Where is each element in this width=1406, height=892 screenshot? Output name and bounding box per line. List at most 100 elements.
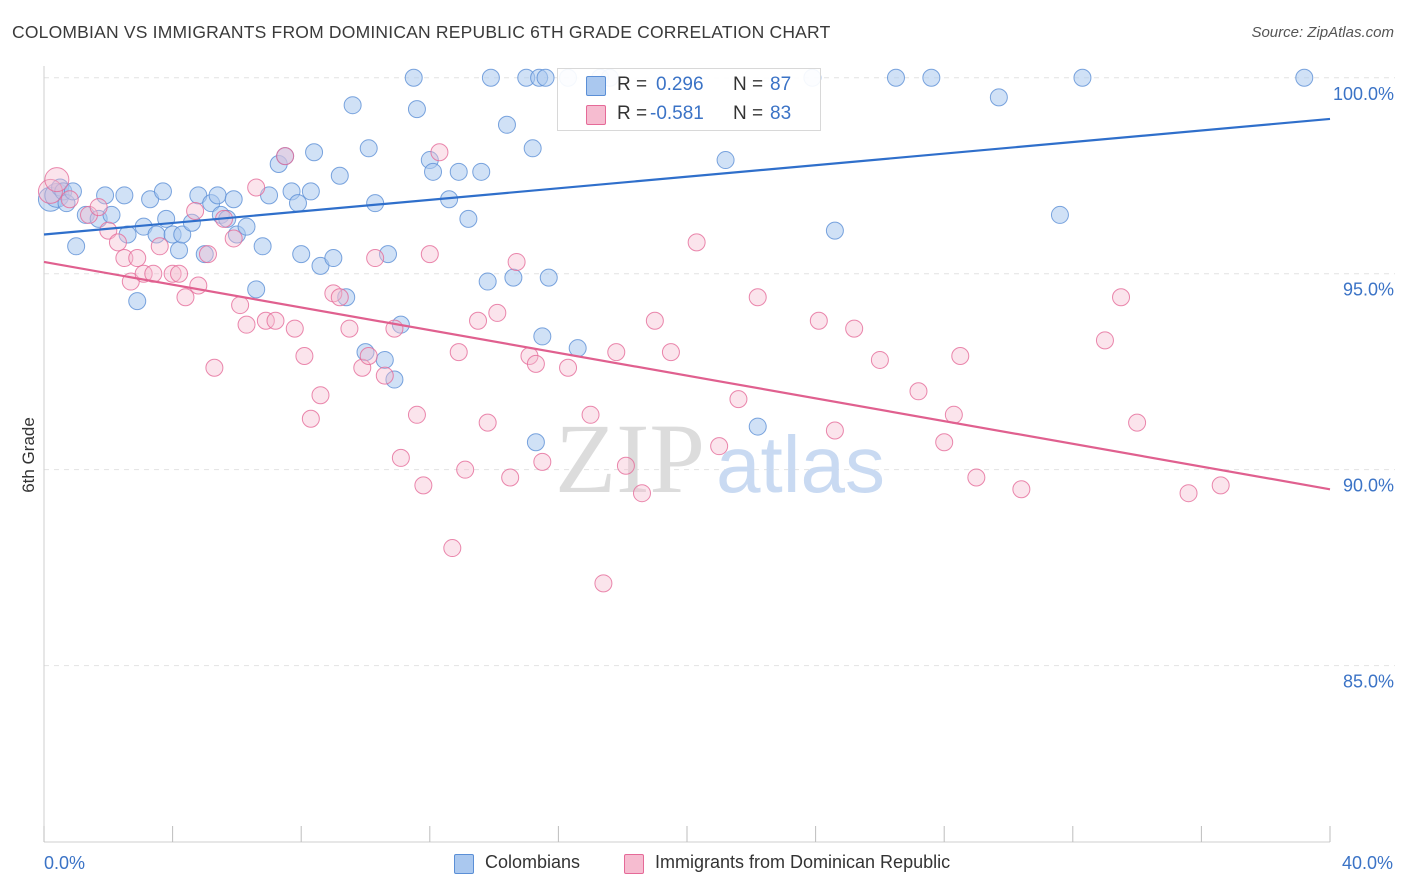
dominican-point xyxy=(186,202,205,221)
y-axis-title: 6th Grade xyxy=(19,417,38,493)
colombian-point xyxy=(115,186,134,205)
n-value: 87 xyxy=(770,74,792,95)
dominican-point xyxy=(189,276,208,295)
dominican-point xyxy=(710,437,729,456)
dominican-point xyxy=(340,319,359,338)
colombian-point xyxy=(288,194,307,213)
dominican-point xyxy=(89,198,108,217)
dominican-point xyxy=(581,405,600,424)
dominican-point xyxy=(80,205,99,224)
colombian-point xyxy=(224,190,243,209)
y-tick-label: 85.0% xyxy=(1343,672,1394,692)
legend-label-dominican: Immigrants from Dominican Republic xyxy=(655,852,951,872)
colombian-point xyxy=(497,115,516,134)
dominican-point xyxy=(1012,480,1031,499)
dominican-point xyxy=(1095,331,1114,350)
tick-labels: 100.0% 95.0% 90.0% 85.0% 0.0% 40.0% xyxy=(44,84,1394,873)
legend-row-dominican: R = -0.581 N = 83 xyxy=(558,100,820,128)
dominican-point xyxy=(909,382,928,401)
colombian-point xyxy=(533,327,552,346)
colombian-point xyxy=(523,139,542,158)
r-label: R = xyxy=(617,103,648,124)
dominican-point xyxy=(729,390,748,409)
dominican-point xyxy=(478,413,497,432)
colombian-point xyxy=(459,209,478,228)
colombian-point xyxy=(301,182,320,201)
dominican-point xyxy=(311,386,330,405)
legend-swatch-dominican xyxy=(586,105,606,125)
dominican-point xyxy=(559,358,578,377)
colombian-point xyxy=(539,268,558,287)
dominican-point xyxy=(170,264,189,283)
dominican-point xyxy=(594,574,613,593)
legend-row-colombians: R = 0.296 N = 87 xyxy=(558,71,820,99)
colombian-trend-line xyxy=(43,117,1331,236)
colombian-point xyxy=(526,433,545,452)
colombian-point xyxy=(375,350,394,369)
colombian-point xyxy=(305,143,324,162)
legend-swatch-colombians xyxy=(454,854,474,874)
dominican-point xyxy=(205,358,224,377)
dominican-point xyxy=(128,249,147,268)
r-value: 0.296 xyxy=(656,74,704,95)
colombian-point xyxy=(478,272,497,291)
dominican-point xyxy=(237,315,256,334)
legend-label-colombians: Colombians xyxy=(485,852,581,872)
dominican-point xyxy=(198,245,217,264)
colombian-point xyxy=(330,166,349,185)
colombian-point xyxy=(449,162,468,181)
colombian-point xyxy=(748,417,767,436)
chart-title: COLOMBIAN VS IMMIGRANTS FROM DOMINICAN R… xyxy=(12,22,831,42)
colombian-point xyxy=(716,151,735,170)
colombian-point xyxy=(989,88,1008,107)
colombian-point xyxy=(825,221,844,240)
dominican-point xyxy=(845,319,864,338)
dominican-point xyxy=(359,347,378,366)
dominican-point xyxy=(825,421,844,440)
dominican-point xyxy=(366,249,385,268)
dominican-point xyxy=(60,190,79,209)
dominican-point xyxy=(176,288,195,307)
dominican-point xyxy=(443,539,462,558)
dominican-point xyxy=(391,448,410,467)
dominican-point xyxy=(607,343,626,362)
dominican-point xyxy=(449,343,468,362)
colombian-point xyxy=(1050,205,1069,224)
colombian-point xyxy=(404,68,423,87)
dominican-point xyxy=(44,167,70,193)
colombian-point xyxy=(385,370,404,389)
dominican-point xyxy=(645,311,664,330)
data-points xyxy=(37,68,1314,593)
dominican-point xyxy=(967,468,986,487)
dominican-point xyxy=(414,476,433,495)
trend-lines xyxy=(43,117,1331,491)
dominican-point xyxy=(295,347,314,366)
dominican-point xyxy=(469,311,488,330)
dominican-point xyxy=(1112,288,1131,307)
colombian-point xyxy=(504,268,523,287)
colombian-point xyxy=(247,280,266,299)
dominican-point xyxy=(533,452,552,471)
colombian-point xyxy=(237,217,256,236)
dominican-point xyxy=(632,484,651,503)
dominican-point xyxy=(456,460,475,479)
watermark-atlas: atlas xyxy=(716,420,885,509)
dominican-point xyxy=(256,311,275,330)
bottom-legend-colombians[interactable]: Colombians xyxy=(454,852,581,874)
y-tick-label: 90.0% xyxy=(1343,476,1394,496)
y-tick-label: 100.0% xyxy=(1333,84,1394,104)
dominican-point xyxy=(420,245,439,264)
dominican-point xyxy=(1179,484,1198,503)
source-label: Source: ZipAtlas.com xyxy=(1251,24,1394,41)
dominican-point xyxy=(375,366,394,385)
dominican-trend-line xyxy=(43,260,1331,491)
r-label: R = xyxy=(617,74,648,95)
colombian-point xyxy=(472,162,491,181)
colombian-point xyxy=(128,292,147,311)
colombian-point xyxy=(208,186,227,205)
bottom-legend-dominican[interactable]: Immigrants from Dominican Republic xyxy=(624,852,951,874)
dominican-point xyxy=(935,433,954,452)
colombian-point xyxy=(481,68,500,87)
dominican-point xyxy=(37,178,63,204)
